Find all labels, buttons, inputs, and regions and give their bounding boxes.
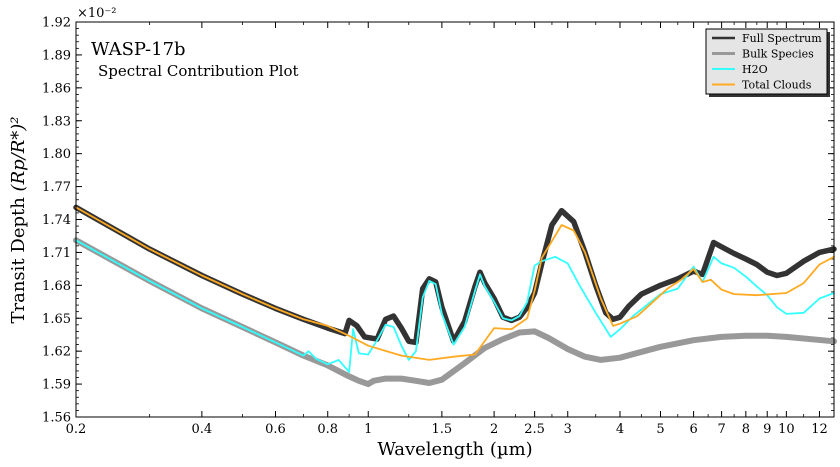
x-tick-label: 3	[564, 422, 572, 437]
y-axis-title: Transit Depth (Rp/R*)²	[8, 117, 29, 324]
x-tick-label: 1.5	[432, 422, 453, 437]
x-tick-label: 0.2	[66, 422, 87, 437]
y-tick-label: 1.65	[42, 312, 71, 327]
y-tick-label: 1.92	[42, 16, 71, 31]
x-tick-label: 5	[656, 422, 664, 437]
x-tick-label: 4	[616, 422, 624, 437]
series-layer	[73, 204, 837, 388]
series-full-spectrum	[73, 204, 837, 346]
y-tick-label: 1.80	[42, 147, 71, 162]
x-tick-label: 2	[490, 422, 498, 437]
y-tick-label: 1.89	[42, 48, 71, 63]
x-tick-label: 10	[778, 422, 795, 437]
x-tick-label: 2.5	[524, 422, 545, 437]
series-bulk-species	[73, 237, 837, 388]
y-axis-title-formula: (Rp/R*)²	[8, 117, 29, 192]
x-tick-label: 12	[811, 422, 828, 437]
x-tick-label: 8	[742, 422, 750, 437]
x-tick-label: 0.4	[192, 422, 213, 437]
y-tick-label: 1.77	[42, 180, 71, 195]
x-tick-label: 6	[689, 422, 697, 437]
chart-subtitle: Spectral Contribution Plot	[98, 62, 299, 80]
y-tick-label: 1.74	[42, 213, 71, 228]
legend-box	[705, 28, 828, 95]
series-h2o	[75, 239, 835, 373]
x-tick-label: 0.6	[265, 422, 286, 437]
y-tick-label: 1.86	[42, 81, 71, 96]
y-axis-title-main: Transit Depth	[8, 191, 29, 323]
plot-frame	[75, 21, 835, 418]
y-tick-label: 1.56	[42, 411, 71, 426]
x-tick-label: 1	[364, 422, 372, 437]
y-exponent-label: ×10⁻²	[77, 6, 117, 21]
x-tick-label: 7	[717, 422, 725, 437]
x-axis-ticks: 0.2 0.4 0.6 0.8 1 1.5 2 2.5 3 4 5 6 7 8 9 10 12	[66, 22, 828, 437]
legend-label: Total Clouds	[742, 79, 812, 92]
legend-label: Bulk Species	[742, 48, 814, 61]
x-axis-title: Wavelength (µm)	[377, 439, 532, 460]
y-tick-label: 1.71	[42, 246, 71, 261]
y-tick-label: 1.62	[42, 345, 71, 360]
legend-label: Full Spectrum	[742, 32, 822, 45]
series-total-clouds	[75, 206, 835, 361]
chart-title: WASP-17b	[91, 39, 186, 60]
x-tick-label: 0.8	[317, 422, 338, 437]
x-tick-label: 9	[763, 422, 771, 437]
y-tick-label: 1.83	[42, 114, 71, 129]
legend-label: H2O	[742, 63, 768, 76]
y-tick-label: 1.68	[42, 279, 71, 294]
y-tick-label: 1.59	[42, 378, 71, 393]
legend: Full Spectrum Bulk Species H2O Total Clouds	[705, 28, 830, 97]
legend-items: Full Spectrum Bulk Species H2O Total Clouds	[712, 32, 822, 92]
